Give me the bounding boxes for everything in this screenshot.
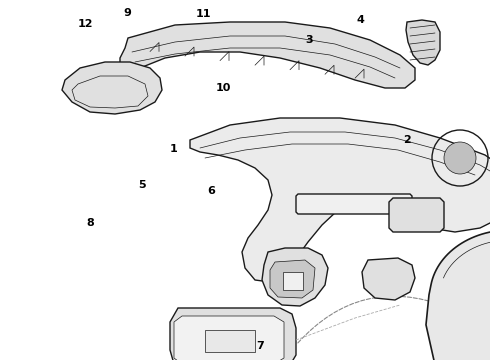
Text: 9: 9	[123, 8, 131, 18]
Polygon shape	[62, 62, 162, 114]
Text: 2: 2	[403, 135, 411, 145]
Polygon shape	[270, 260, 315, 298]
Text: 11: 11	[196, 9, 211, 19]
Polygon shape	[170, 308, 296, 360]
Text: 8: 8	[87, 218, 95, 228]
Text: 7: 7	[256, 341, 264, 351]
Polygon shape	[120, 22, 415, 88]
Polygon shape	[406, 20, 440, 65]
Polygon shape	[262, 248, 328, 306]
Text: 12: 12	[78, 19, 94, 30]
Polygon shape	[296, 194, 412, 214]
Text: 6: 6	[207, 186, 215, 196]
Text: 5: 5	[138, 180, 146, 190]
Polygon shape	[174, 316, 284, 360]
Circle shape	[444, 142, 476, 174]
Polygon shape	[205, 330, 255, 352]
Polygon shape	[283, 272, 303, 290]
Text: 10: 10	[215, 83, 231, 93]
Polygon shape	[190, 118, 490, 282]
Polygon shape	[362, 258, 415, 300]
Polygon shape	[426, 230, 490, 360]
Text: 1: 1	[170, 144, 178, 154]
Text: 3: 3	[305, 35, 313, 45]
Text: 4: 4	[356, 15, 364, 25]
Polygon shape	[389, 198, 444, 232]
